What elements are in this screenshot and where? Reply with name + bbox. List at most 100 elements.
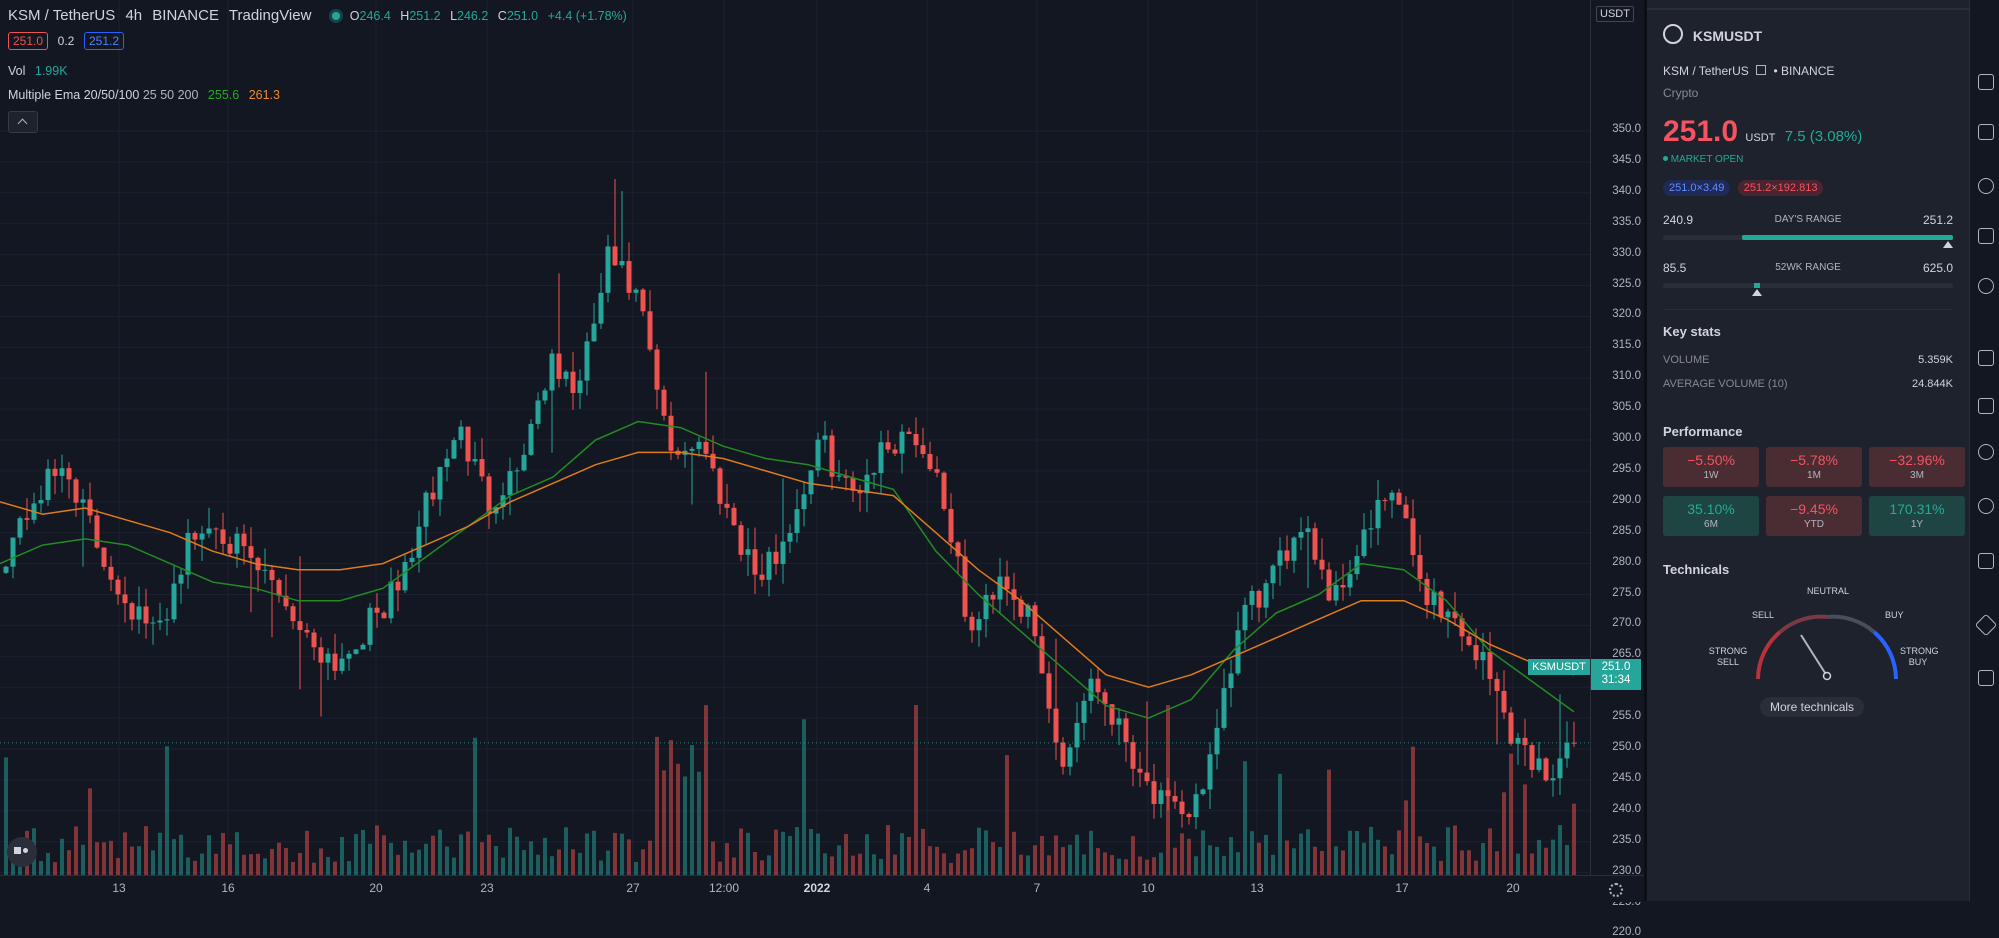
volume-bar bbox=[1040, 836, 1044, 875]
volume-bar bbox=[46, 853, 50, 875]
calendar-icon[interactable] bbox=[1978, 228, 1994, 244]
performance-cell[interactable]: −5.78% 1M bbox=[1766, 447, 1862, 487]
candle-body bbox=[1501, 690, 1507, 713]
panel-currency: USDT bbox=[1745, 132, 1776, 144]
volume-bar bbox=[1243, 761, 1247, 875]
panel-symbol: KSMUSDT bbox=[1692, 28, 1763, 44]
candle-body bbox=[185, 532, 191, 575]
ema-label: Multiple Ema 20/50/100 bbox=[8, 88, 140, 102]
price-axis-label: 305.0 bbox=[1612, 401, 1641, 414]
gauge-neutral-arc bbox=[1826, 614, 1876, 634]
ask-price-box[interactable]: 251.2 bbox=[83, 32, 124, 50]
volume-bar bbox=[172, 839, 176, 875]
performance-cell[interactable]: 170.31% 1Y bbox=[1869, 496, 1965, 536]
volume-bar bbox=[1089, 830, 1093, 875]
candle-body bbox=[451, 440, 457, 459]
streams-icon[interactable] bbox=[1978, 444, 1994, 460]
candle-body bbox=[948, 508, 954, 543]
volume-bar bbox=[214, 853, 218, 875]
settings-button[interactable] bbox=[1606, 880, 1624, 898]
volume-bar bbox=[564, 827, 568, 875]
candle-body bbox=[619, 261, 625, 266]
candle-body bbox=[1207, 754, 1213, 790]
bid-price-box[interactable]: 251.0 bbox=[8, 32, 49, 50]
chart-pane[interactable]: KSM / TetherUS 4h BINANCE TradingView O2… bbox=[0, 0, 1590, 875]
candle-body bbox=[59, 468, 65, 476]
volume-bar bbox=[578, 852, 582, 875]
time-axis[interactable]: 13 16 20 23 27 12:00 2022 4 7 10 13 17 20 bbox=[0, 875, 1644, 902]
legend-symbol[interactable]: KSM / TetherUS bbox=[8, 7, 116, 24]
candle-body bbox=[759, 574, 765, 580]
candle-body bbox=[346, 653, 352, 659]
ema-legend[interactable]: Multiple Ema 20/50/100 25 50 200 255.6 2… bbox=[8, 88, 286, 102]
candle-body bbox=[199, 533, 205, 540]
legend-source: TradingView bbox=[228, 7, 312, 24]
candle-body bbox=[52, 468, 58, 476]
legend-interval: 4h bbox=[125, 7, 143, 24]
candlestick-chart[interactable] bbox=[0, 0, 1590, 875]
performance-cell[interactable]: −9.45% YTD bbox=[1766, 496, 1862, 536]
candle-body bbox=[206, 528, 212, 534]
external-link-icon[interactable] bbox=[1756, 65, 1767, 75]
candle-body bbox=[1417, 554, 1423, 579]
price-axis[interactable]: USDT 350.0 345.0 340.0 335.0 330.0 325.0 320.0… bbox=[1590, 0, 1645, 938]
time-axis-label: 13 bbox=[112, 881, 126, 895]
volume-bar bbox=[753, 852, 757, 875]
volume-bar bbox=[1131, 836, 1135, 875]
ideas-icon[interactable] bbox=[1978, 398, 1994, 414]
performance-cell[interactable]: −32.96% 3M bbox=[1869, 447, 1965, 487]
dom-icon[interactable] bbox=[1978, 670, 1994, 686]
volume-legend[interactable]: Vol 1.99K bbox=[8, 64, 74, 78]
volume-bar bbox=[1383, 846, 1387, 875]
price-axis-label: 330.0 bbox=[1612, 246, 1641, 259]
time-axis-label: 23 bbox=[480, 881, 494, 895]
candle-body bbox=[787, 532, 793, 542]
details-icon[interactable] bbox=[1978, 178, 1994, 194]
alerts-icon[interactable] bbox=[1978, 124, 1994, 140]
pencil-icon[interactable] bbox=[1974, 613, 1998, 637]
symbol-exchange: BINANCE bbox=[1781, 64, 1835, 78]
volume-bar bbox=[228, 844, 232, 875]
candle-body bbox=[1165, 790, 1171, 797]
notifications-icon[interactable] bbox=[1978, 553, 1994, 569]
panel-divider[interactable] bbox=[1644, 0, 1647, 901]
time-axis-label: 16 bbox=[221, 881, 235, 895]
symbol-header[interactable]: KSMUSDT bbox=[1663, 24, 1762, 44]
price-axis-label: 290.0 bbox=[1612, 493, 1641, 506]
tradingview-logo[interactable] bbox=[7, 837, 37, 867]
performance-cell[interactable]: −5.50% 1W bbox=[1663, 447, 1759, 487]
candle-body bbox=[283, 595, 289, 607]
candle-body bbox=[542, 390, 548, 401]
candle-body bbox=[808, 470, 814, 495]
candle-body bbox=[836, 475, 842, 477]
volume-bar bbox=[102, 842, 106, 875]
performance-cell[interactable]: 35.10% 6M bbox=[1663, 496, 1759, 536]
help-icon[interactable] bbox=[1978, 498, 1994, 514]
time-axis-label: 10 bbox=[1141, 881, 1155, 895]
market-status-label: MARKET OPEN bbox=[1670, 154, 1744, 165]
volume-bar bbox=[550, 856, 554, 875]
currency-label[interactable]: USDT bbox=[1596, 6, 1634, 22]
hotlists-icon[interactable] bbox=[1978, 278, 1994, 294]
collapse-legend-button[interactable] bbox=[8, 111, 38, 133]
candle-body bbox=[780, 541, 786, 564]
candle-body bbox=[1263, 583, 1269, 608]
candle-body bbox=[1466, 636, 1472, 646]
bid-ask-chips: 251.0×3.49 251.2×192.813 bbox=[1663, 180, 1953, 196]
volume-bar bbox=[522, 850, 526, 875]
performance-period: 6M bbox=[1704, 519, 1718, 530]
symbol-description[interactable]: KSM / TetherUS bbox=[1663, 64, 1749, 78]
volume-bar bbox=[88, 788, 92, 875]
volume-bar bbox=[1460, 850, 1464, 875]
more-technicals-button[interactable]: More technicals bbox=[1760, 697, 1865, 717]
price-axis-label: 240.0 bbox=[1612, 802, 1641, 815]
watchlist-icon[interactable] bbox=[1978, 74, 1994, 90]
volume-bar bbox=[977, 827, 981, 875]
volume-bar bbox=[1341, 850, 1345, 875]
candle-body bbox=[164, 619, 170, 621]
volume-bar bbox=[158, 832, 162, 875]
volume-bar bbox=[1418, 836, 1422, 875]
chat-icon[interactable] bbox=[1978, 350, 1994, 366]
technicals-gauge[interactable]: NEUTRAL SELL BUY STRONG SELL STRONG BUY bbox=[1707, 580, 1939, 690]
candle-body bbox=[402, 562, 408, 591]
